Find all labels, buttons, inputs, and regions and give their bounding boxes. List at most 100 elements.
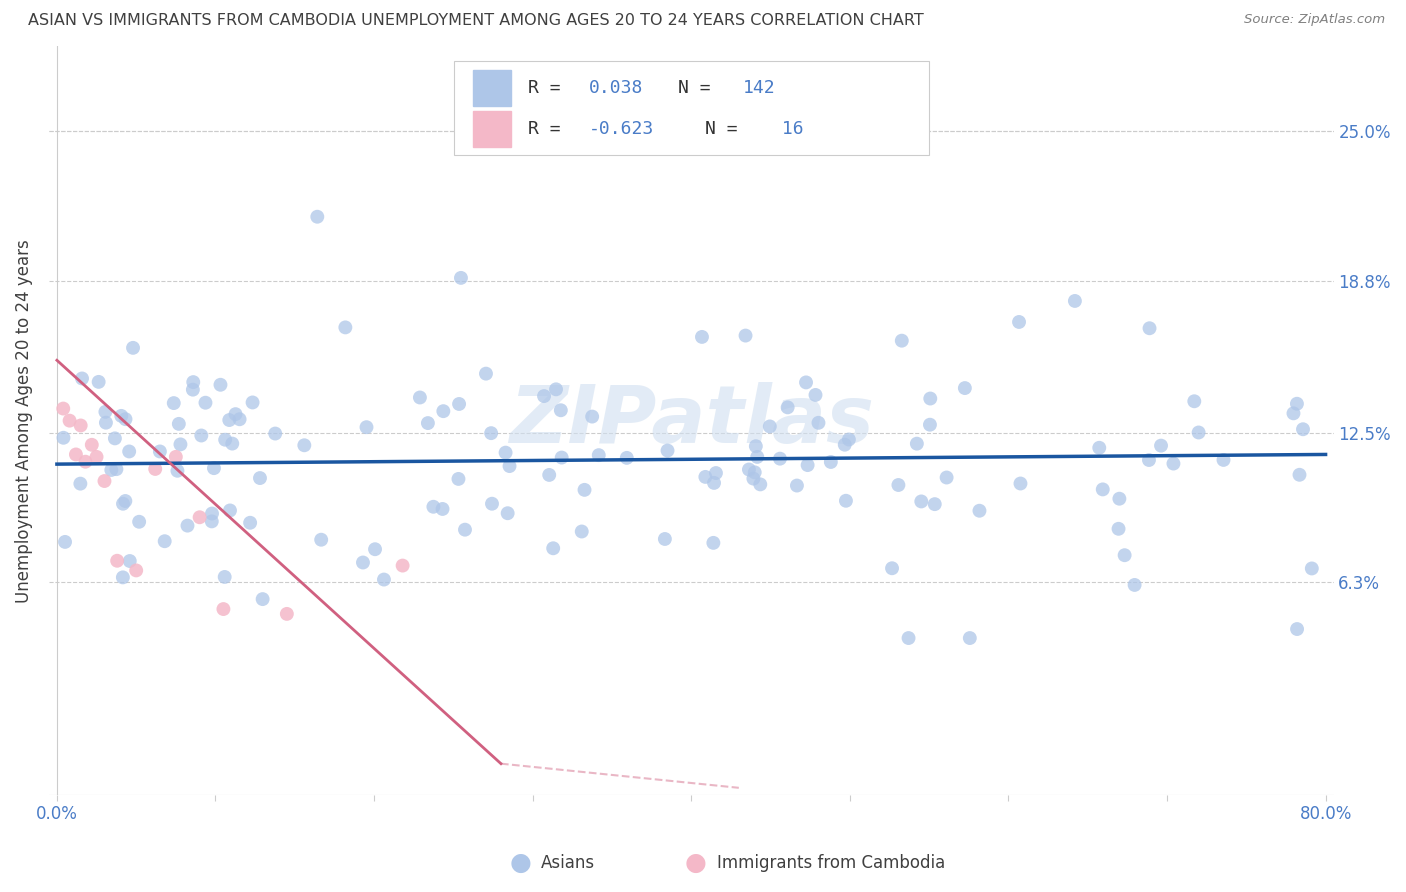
Point [550, 403, 572, 417]
Point [1182, 394, 1205, 409]
Point [1108, 522, 1130, 536]
Point [1137, 453, 1160, 467]
Point [616, 450, 638, 465]
Point [218, 413, 240, 427]
Point [1292, 422, 1315, 436]
Point [181, 375, 204, 389]
Point [416, 416, 439, 430]
Point [70, 371, 93, 385]
Point [114, 494, 136, 508]
Point [449, 397, 471, 411]
Point [143, 462, 166, 476]
Point [581, 409, 603, 424]
Text: 16: 16 [770, 120, 803, 138]
Point [111, 570, 134, 584]
Bar [472, 70, 512, 106]
Point [769, 451, 792, 466]
Text: Asians: Asians [541, 854, 595, 871]
Point [654, 532, 676, 546]
Point [910, 494, 932, 508]
Text: 0.038: 0.038 [589, 79, 643, 97]
Point [544, 382, 567, 396]
Point [1114, 548, 1136, 562]
Point [450, 271, 472, 285]
Point [52, 431, 75, 445]
Point [550, 450, 572, 465]
Point [188, 510, 211, 524]
Point [702, 536, 724, 550]
Point [920, 392, 942, 406]
Point [834, 438, 856, 452]
Point [538, 467, 561, 482]
Point [352, 556, 374, 570]
Point [249, 471, 271, 485]
Point [105, 554, 128, 568]
Point [880, 561, 903, 575]
Point [239, 516, 262, 530]
Text: ASIAN VS IMMIGRANTS FROM CAMBODIA UNEMPLOYMENT AMONG AGES 20 TO 24 YEARS CORRELA: ASIAN VS IMMIGRANTS FROM CAMBODIA UNEMPL… [28, 13, 924, 29]
Point [1288, 467, 1310, 482]
Text: -0.623: -0.623 [589, 120, 654, 138]
Point [94, 416, 117, 430]
Point [163, 396, 186, 410]
Point [1139, 321, 1161, 335]
Text: Immigrants from Cambodia: Immigrants from Cambodia [717, 854, 945, 871]
Point [309, 533, 332, 547]
Point [122, 341, 145, 355]
Point [924, 497, 946, 511]
Point [959, 631, 981, 645]
Point [918, 417, 941, 432]
Point [704, 466, 727, 480]
Point [533, 389, 555, 403]
Point [202, 461, 225, 475]
Point [1064, 293, 1087, 308]
Point [820, 455, 842, 469]
Point [498, 459, 520, 474]
Point [118, 444, 141, 458]
Text: Source: ZipAtlas.com: Source: ZipAtlas.com [1244, 13, 1385, 27]
Point [52, 401, 75, 416]
Point [695, 470, 717, 484]
Point [167, 417, 190, 431]
Point [201, 507, 224, 521]
Y-axis label: Unemployment Among Ages 20 to 24 years: Unemployment Among Ages 20 to 24 years [15, 239, 32, 602]
Point [1163, 457, 1185, 471]
Point [432, 502, 454, 516]
Point [886, 112, 908, 126]
Point [307, 210, 329, 224]
Point [1008, 315, 1031, 329]
Point [571, 524, 593, 539]
Point [276, 607, 298, 621]
Point [897, 631, 920, 645]
Point [574, 483, 596, 497]
Text: ZIPatlas: ZIPatlas [509, 382, 873, 459]
Point [588, 448, 610, 462]
Point [703, 475, 725, 490]
Point [87, 375, 110, 389]
Point [890, 334, 912, 348]
Point [1123, 578, 1146, 592]
Point [75, 455, 97, 469]
Point [111, 497, 134, 511]
Point [475, 367, 498, 381]
Point [838, 433, 860, 447]
Point [496, 506, 519, 520]
Point [479, 426, 502, 441]
Point [1108, 491, 1130, 506]
Point [149, 444, 172, 458]
Point [744, 466, 766, 480]
Point [104, 431, 127, 445]
Point [1285, 397, 1308, 411]
Point [356, 420, 378, 434]
Point [1282, 406, 1305, 420]
Point [422, 500, 444, 514]
Point [201, 514, 224, 528]
Point [69, 476, 91, 491]
Point [454, 523, 477, 537]
Point [807, 416, 830, 430]
Point [221, 436, 243, 450]
Point [953, 381, 976, 395]
Point [190, 428, 212, 442]
Point [176, 518, 198, 533]
Point [110, 409, 132, 423]
